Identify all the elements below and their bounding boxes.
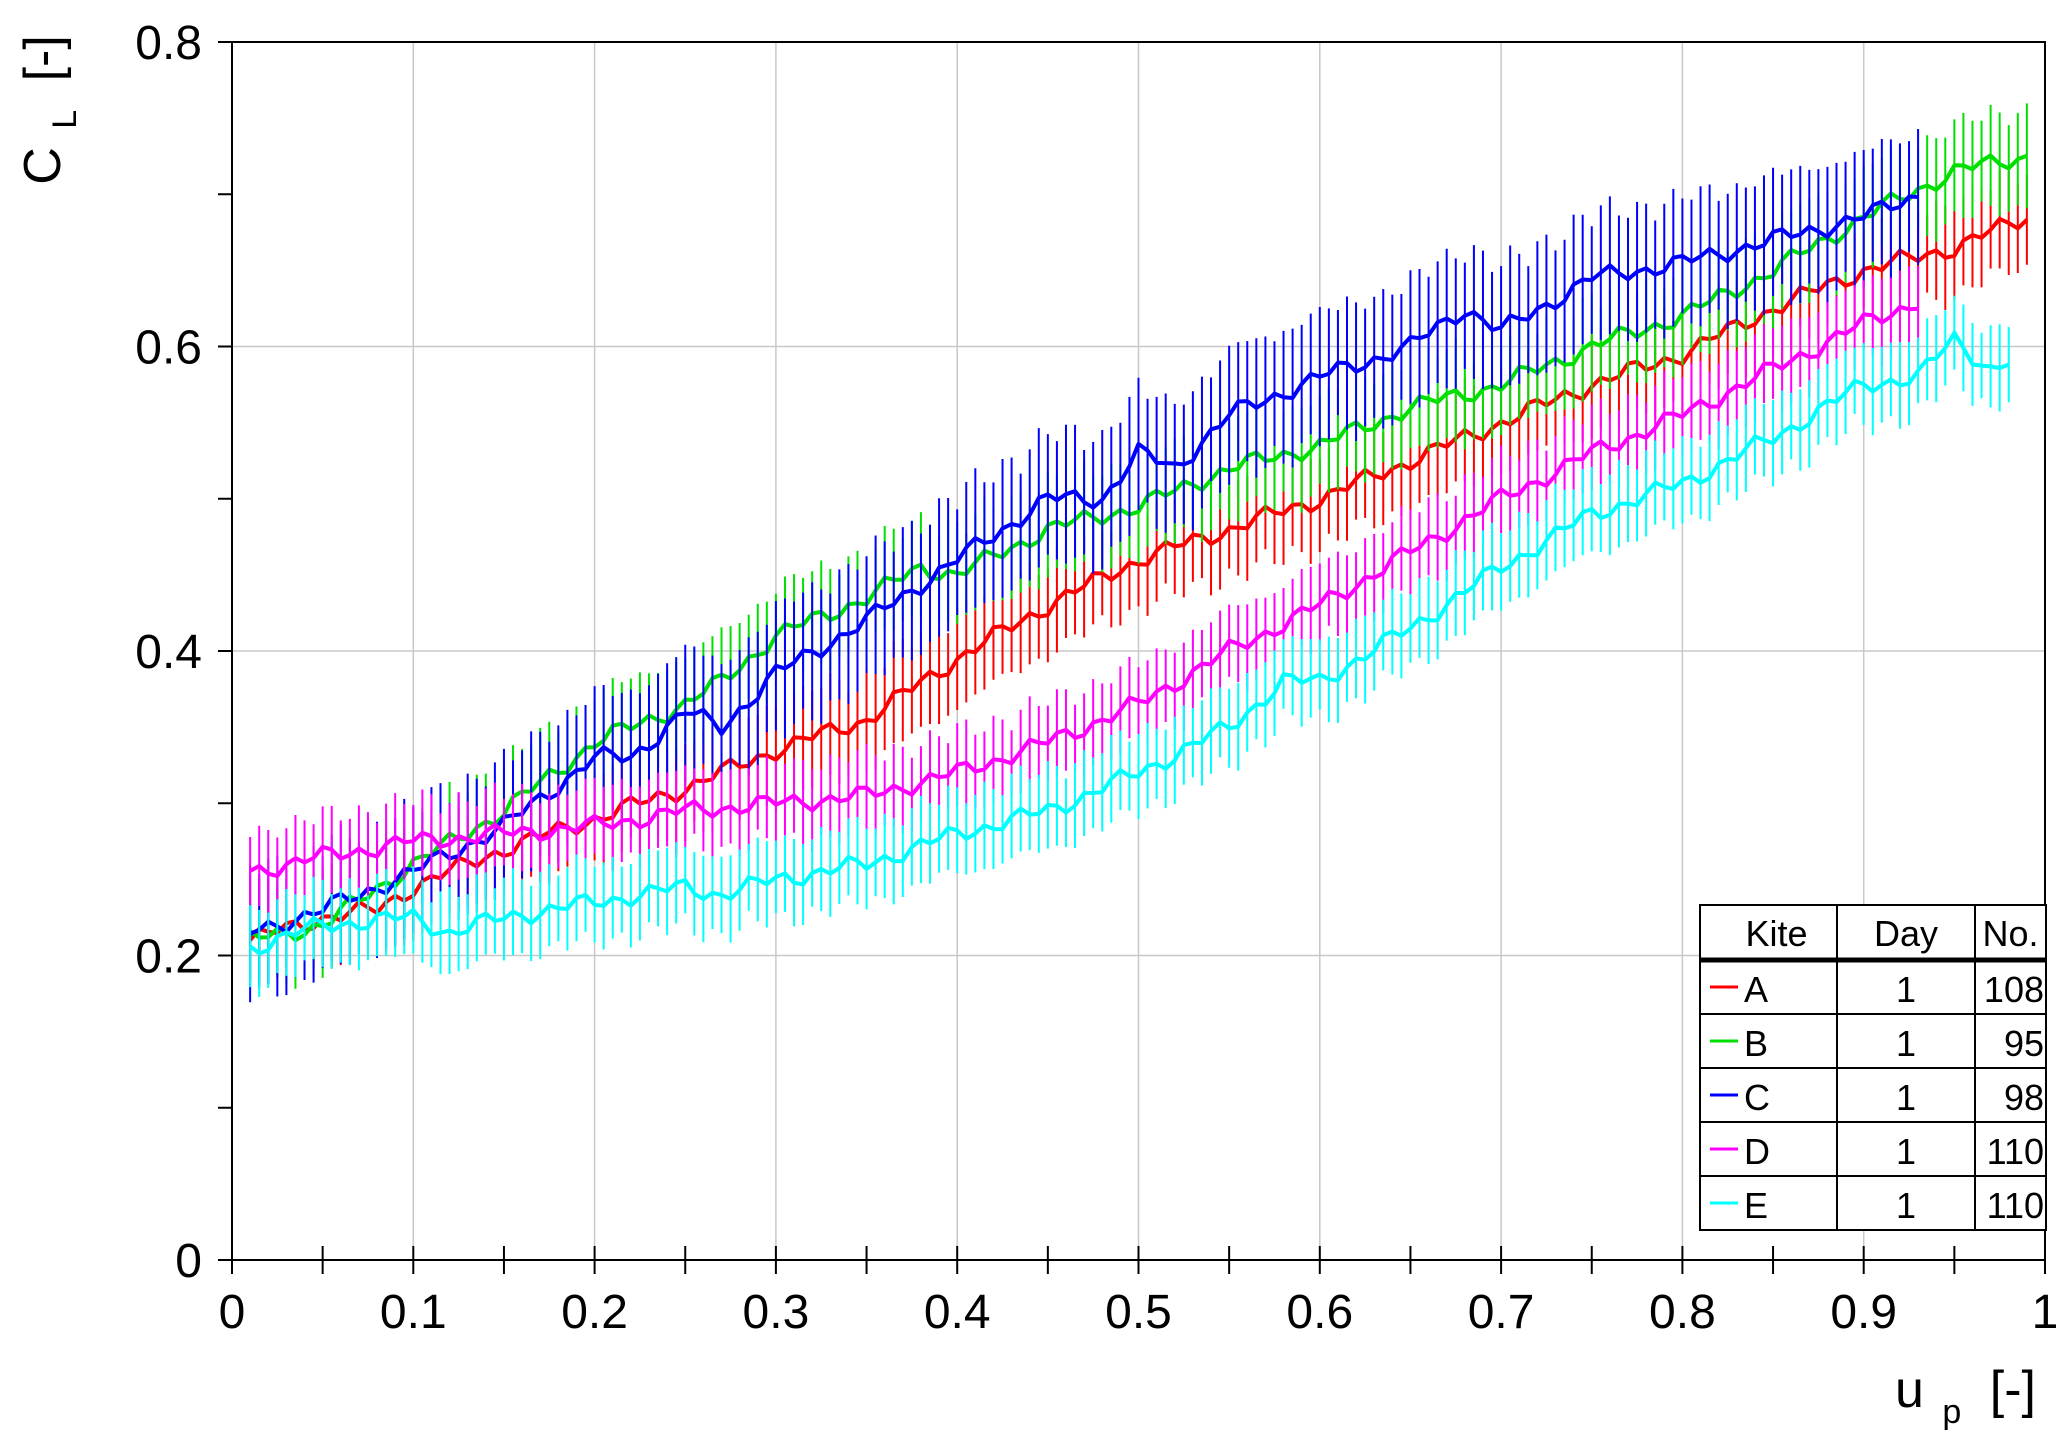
x-axis-label-main: u [1895,1361,1924,1419]
legend-count: 110 [1987,1131,2044,1172]
y-tick-label: 0.2 [135,931,202,984]
x-tick-label: 0.5 [1105,1286,1172,1339]
legend-day: 1 [1896,1185,1916,1226]
x-tick-label: 0.1 [380,1286,447,1339]
tick-labels: 0 0.1 0.2 0.3 0.4 0.5 0.6 0.7 0.8 0.9 1 0 0.2 0.4 0.6 0… [135,17,2058,1339]
y-axis-label-unit: [-] [14,35,72,81]
series-layer [248,103,2029,1003]
legend-header: Day [1874,913,1938,954]
series-line-C [249,194,1919,936]
y-tick-label: 0 [175,1235,202,1288]
x-tick-label: 0.4 [924,1286,991,1339]
axis-ticks [218,41,2046,1274]
legend-count: 98 [2004,1077,2044,1118]
legend-count: 108 [1984,969,2044,1010]
series-line-A [248,216,2029,942]
y-tick-label: 0.8 [135,17,202,70]
legend-header: Kite [1745,913,1807,954]
x-tick-label: 0.6 [1286,1286,1353,1339]
legend-count: 110 [1987,1185,2044,1226]
y-axis-label: C L [-] [14,35,88,185]
series-line-D [249,304,1919,879]
legend-kite-A: A [1744,969,1768,1010]
y-tick-label: 0.6 [135,322,202,375]
x-tick-label: 0.8 [1649,1286,1716,1339]
y-axis-label-main: C [14,147,72,185]
x-tick-label: 0.2 [561,1286,628,1339]
x-tick-label: 0.7 [1468,1286,1535,1339]
y-axis-label-sub: L [46,110,84,129]
x-axis-label: u p [-] [1895,1361,2036,1435]
legend-day: 1 [1896,969,1916,1010]
x-tick-label: 0.3 [743,1286,810,1339]
legend-day: 1 [1896,1023,1916,1064]
legend-table: Kite Day No. A 1 108 B 1 95 C 1 98 D 1 110 E 1 110 [1699,904,2047,1231]
x-tick-label: 1 [2032,1286,2059,1339]
legend-day: 1 [1896,1077,1916,1118]
y-tick-label: 0.4 [135,626,202,679]
legend-count: 95 [2004,1023,2044,1064]
series-line-E [248,330,2010,956]
x-tick-label: 0 [219,1286,246,1339]
series-D [249,266,1920,918]
series-line-B [248,153,2028,943]
x-axis-label-unit: [-] [1990,1361,2036,1419]
legend-kite-E: E [1744,1185,1768,1226]
series-E [248,295,2010,997]
legend-header: No. [1982,913,2038,954]
legend-kite-C: C [1744,1077,1770,1118]
x-tick-label: 0.9 [1830,1286,1897,1339]
legend-kite-D: D [1744,1131,1770,1172]
x-axis-label-sub: p [1942,1393,1961,1431]
legend-day: 1 [1896,1131,1916,1172]
legend-kite-B: B [1744,1023,1768,1064]
